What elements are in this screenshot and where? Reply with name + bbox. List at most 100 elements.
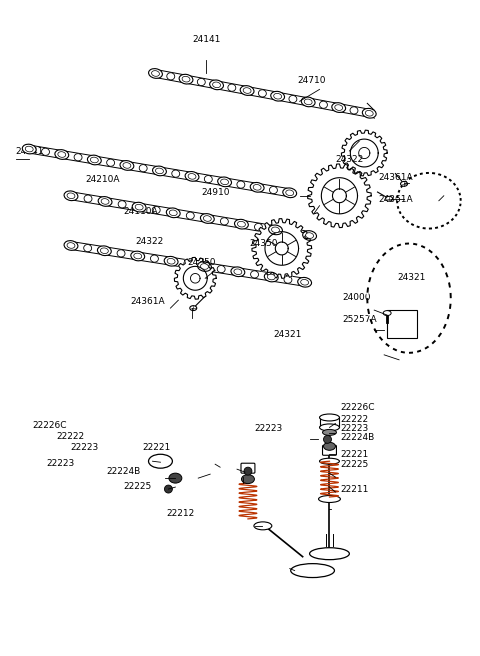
Ellipse shape (55, 150, 69, 159)
Ellipse shape (97, 246, 111, 256)
Ellipse shape (237, 181, 245, 188)
Ellipse shape (272, 227, 279, 233)
Ellipse shape (332, 103, 346, 112)
Ellipse shape (90, 157, 98, 163)
Ellipse shape (149, 69, 162, 78)
Text: 24321: 24321 (274, 330, 302, 339)
Ellipse shape (165, 485, 172, 493)
Text: 24110A: 24110A (123, 207, 158, 216)
Ellipse shape (184, 260, 192, 268)
Ellipse shape (283, 188, 297, 197)
Ellipse shape (365, 110, 373, 116)
Text: 22223: 22223 (47, 459, 75, 468)
Text: 24361A: 24361A (378, 195, 413, 204)
Ellipse shape (198, 262, 211, 272)
Ellipse shape (172, 170, 180, 177)
Ellipse shape (164, 256, 178, 266)
Ellipse shape (84, 245, 92, 252)
Ellipse shape (288, 229, 297, 236)
Ellipse shape (401, 182, 408, 186)
Text: 22223: 22223 (340, 424, 369, 433)
FancyBboxPatch shape (241, 463, 255, 473)
Ellipse shape (139, 165, 147, 172)
Ellipse shape (120, 161, 134, 171)
Ellipse shape (238, 221, 245, 227)
Ellipse shape (67, 193, 75, 199)
Text: 24710: 24710 (297, 75, 326, 85)
Ellipse shape (58, 152, 66, 157)
Ellipse shape (42, 148, 49, 155)
Ellipse shape (131, 251, 144, 261)
Ellipse shape (264, 272, 278, 282)
Ellipse shape (74, 154, 82, 161)
Ellipse shape (286, 190, 294, 195)
FancyBboxPatch shape (323, 445, 336, 455)
Text: 22212: 22212 (166, 509, 194, 518)
Text: 25257A: 25257A (343, 315, 377, 324)
Ellipse shape (250, 182, 264, 192)
Ellipse shape (64, 191, 78, 201)
Ellipse shape (324, 436, 332, 443)
Ellipse shape (383, 310, 391, 316)
Ellipse shape (25, 146, 33, 152)
Ellipse shape (298, 277, 312, 287)
Ellipse shape (67, 243, 75, 249)
Ellipse shape (385, 196, 393, 201)
Ellipse shape (156, 168, 163, 174)
Text: 24322: 24322 (336, 155, 364, 164)
Ellipse shape (301, 97, 315, 107)
Ellipse shape (167, 208, 180, 218)
Text: 22223: 22223 (254, 424, 283, 433)
Polygon shape (252, 218, 312, 278)
Text: 24141: 24141 (16, 148, 44, 156)
Text: 24350: 24350 (188, 258, 216, 267)
Ellipse shape (267, 274, 275, 280)
Ellipse shape (100, 248, 108, 254)
Ellipse shape (188, 174, 196, 179)
Text: 24141: 24141 (192, 35, 221, 44)
Text: 22211: 22211 (340, 485, 369, 494)
Ellipse shape (243, 88, 251, 93)
Ellipse shape (123, 163, 131, 169)
Ellipse shape (190, 306, 197, 310)
Ellipse shape (153, 166, 167, 176)
Ellipse shape (64, 241, 78, 251)
Ellipse shape (87, 155, 101, 165)
Ellipse shape (107, 159, 115, 167)
Ellipse shape (118, 201, 126, 208)
Ellipse shape (134, 253, 142, 259)
Ellipse shape (300, 279, 309, 285)
Ellipse shape (310, 548, 349, 560)
Ellipse shape (179, 74, 193, 84)
Text: 22224B: 22224B (340, 433, 374, 442)
Ellipse shape (320, 414, 339, 421)
Polygon shape (276, 242, 288, 255)
Ellipse shape (303, 231, 316, 240)
Ellipse shape (186, 212, 194, 219)
Ellipse shape (254, 522, 272, 530)
Ellipse shape (269, 225, 282, 235)
Ellipse shape (289, 96, 297, 102)
Ellipse shape (320, 459, 339, 464)
Ellipse shape (201, 214, 214, 223)
Ellipse shape (197, 79, 205, 85)
Ellipse shape (350, 107, 358, 114)
Text: 24000: 24000 (343, 293, 371, 302)
Ellipse shape (258, 90, 266, 97)
Polygon shape (367, 243, 451, 353)
Ellipse shape (182, 76, 190, 82)
Ellipse shape (253, 184, 261, 190)
Ellipse shape (323, 430, 336, 436)
Ellipse shape (185, 171, 199, 181)
Ellipse shape (167, 73, 175, 80)
Ellipse shape (210, 80, 224, 90)
Text: 22225: 22225 (123, 482, 151, 491)
Ellipse shape (84, 195, 92, 202)
Text: 22222: 22222 (340, 415, 368, 424)
FancyBboxPatch shape (387, 310, 417, 338)
Text: 24321: 24321 (397, 273, 426, 281)
Ellipse shape (304, 99, 312, 105)
Ellipse shape (228, 84, 236, 91)
Ellipse shape (169, 473, 182, 483)
Ellipse shape (213, 82, 220, 88)
